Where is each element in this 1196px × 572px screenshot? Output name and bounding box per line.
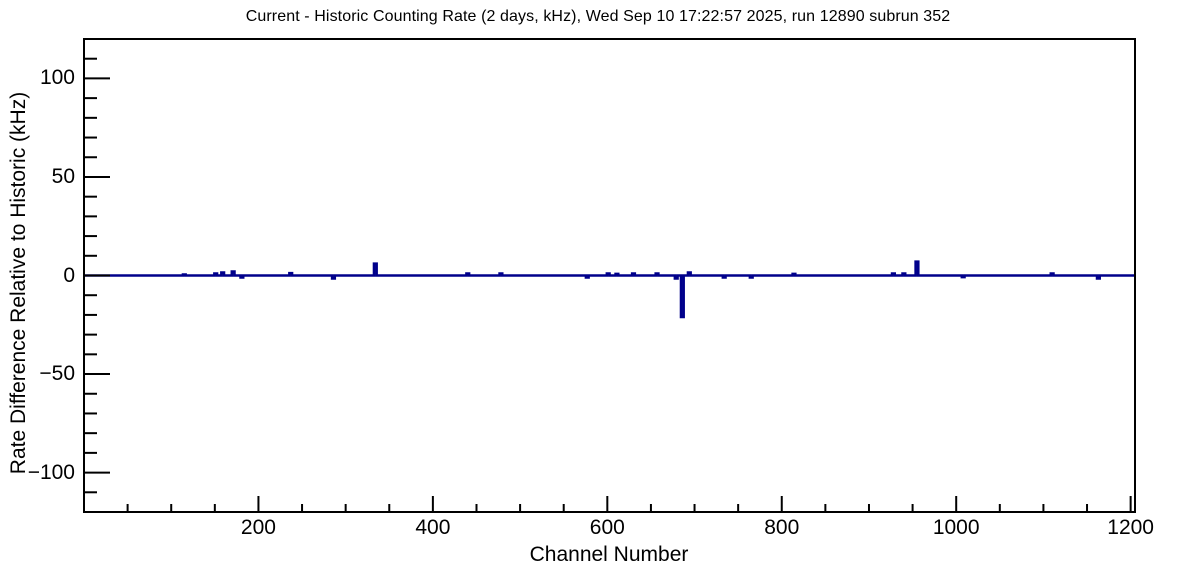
plot-title: Current - Historic Counting Rate (2 days… xyxy=(245,8,951,25)
x-tick-label: 200 xyxy=(240,516,276,539)
plot-frame xyxy=(83,38,1136,513)
y-tick-label: −100 xyxy=(27,460,75,484)
y-tick-label: −50 xyxy=(39,362,75,386)
data-line xyxy=(84,260,1135,319)
y-tick-label: 0 xyxy=(63,263,75,287)
x-axis-title: Channel Number xyxy=(529,543,689,566)
y-tick-label: 100 xyxy=(39,66,75,90)
x-tick-label: 800 xyxy=(764,516,800,539)
x-tick-label: 600 xyxy=(589,516,625,539)
x-tick-label: 1200 xyxy=(1107,516,1154,539)
y-tick-label: 50 xyxy=(51,164,75,188)
x-tick-label: 400 xyxy=(415,516,451,539)
x-tick-label: 1000 xyxy=(932,516,980,539)
